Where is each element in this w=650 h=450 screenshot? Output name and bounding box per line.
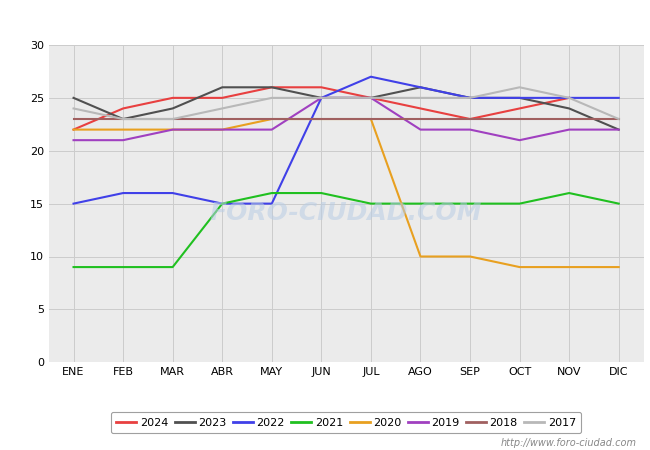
Text: FORO-CIUDAD.COM: FORO-CIUDAD.COM xyxy=(210,201,482,225)
Text: http://www.foro-ciudad.com: http://www.foro-ciudad.com xyxy=(501,438,637,448)
Text: Afiliados en Castildelgado a 30/9/2024: Afiliados en Castildelgado a 30/9/2024 xyxy=(165,7,485,25)
Legend: 2024, 2023, 2022, 2021, 2020, 2019, 2018, 2017: 2024, 2023, 2022, 2021, 2020, 2019, 2018… xyxy=(111,412,582,433)
